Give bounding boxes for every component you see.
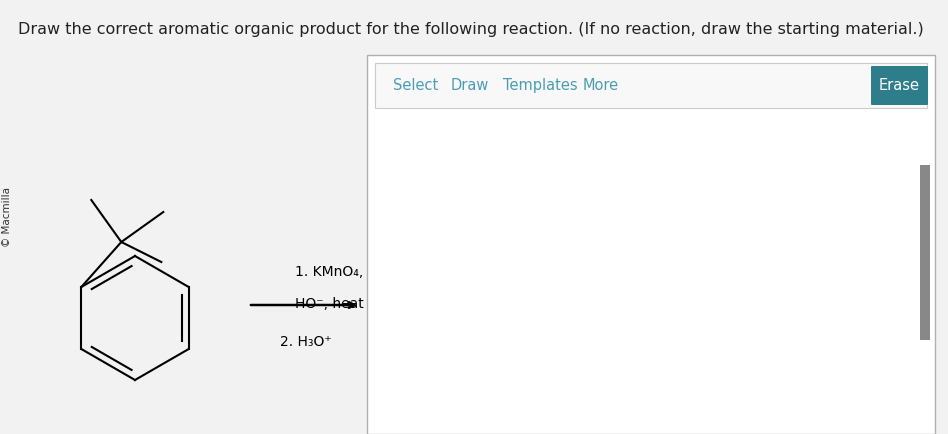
Text: © Macmilla: © Macmilla	[2, 187, 12, 247]
FancyBboxPatch shape	[871, 66, 928, 105]
Bar	[920, 165, 930, 340]
Text: Select: Select	[393, 78, 438, 93]
Text: 2. H₃O⁺: 2. H₃O⁺	[280, 335, 332, 349]
Text: Templates: Templates	[503, 78, 577, 93]
Bar	[375, 63, 927, 108]
Text: Draw: Draw	[451, 78, 489, 93]
Text: HO⁻, heat: HO⁻, heat	[295, 297, 364, 311]
Bar	[367, 55, 935, 434]
Text: Draw the correct aromatic organic product for the following reaction. (If no rea: Draw the correct aromatic organic produc…	[18, 22, 923, 37]
Text: Erase: Erase	[879, 78, 920, 93]
Text: 1. KMnO₄,: 1. KMnO₄,	[295, 265, 363, 279]
Text: More: More	[583, 78, 619, 93]
